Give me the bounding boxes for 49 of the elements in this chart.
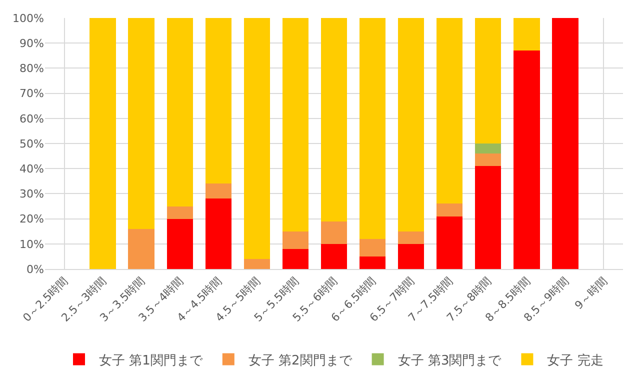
bar: [320, 18, 348, 222]
legend-label: 女子 完走: [547, 352, 604, 368]
bar: [282, 231, 309, 249]
y-tick-label: 90%: [20, 36, 44, 50]
bar: [552, 18, 578, 269]
bar: [398, 18, 424, 232]
bar: [320, 221, 348, 244]
legend-label: 女子 第3関門まで: [398, 353, 502, 368]
y-tick-label: 0%: [26, 262, 44, 276]
bar: [475, 154, 502, 166]
bar: [166, 218, 193, 269]
bar: [244, 258, 270, 269]
y-tick-label: 80%: [20, 62, 44, 76]
x-tick-label: 9～時間: [572, 274, 610, 312]
y-tick-label: 40%: [20, 162, 44, 176]
y-tick-label: 20%: [20, 212, 44, 226]
bar: [320, 244, 348, 269]
bar: [514, 50, 540, 269]
bar: [475, 18, 502, 144]
bar: [436, 18, 463, 204]
bar: [90, 18, 116, 269]
bar: [128, 228, 154, 269]
bar: [359, 256, 386, 269]
legend-label: 女子 第2関門まで: [248, 353, 353, 368]
bar: [282, 18, 309, 232]
bar: [475, 144, 502, 154]
y-tick-label: 30%: [20, 188, 44, 201]
y-tick-label: 70%: [20, 87, 44, 100]
bar: [436, 204, 463, 216]
bar: [166, 206, 193, 219]
bar: [205, 198, 232, 269]
bar: [398, 231, 424, 244]
bar: [205, 184, 232, 199]
bar: [166, 18, 193, 206]
y-tick-label: 60%: [20, 112, 44, 126]
bar: [205, 18, 232, 184]
bar: [398, 244, 424, 269]
bar: [359, 18, 386, 239]
bar: [282, 248, 309, 269]
bar: [359, 238, 386, 256]
bar: [436, 216, 463, 269]
bar: [244, 18, 270, 259]
y-tick-label: 50%: [20, 137, 44, 150]
y-tick-label: 10%: [20, 238, 44, 251]
bar: [128, 18, 154, 229]
bar: [475, 166, 502, 269]
y-tick-label: 100%: [12, 12, 44, 25]
legend-label: 女子 第1関門まで: [99, 353, 204, 368]
bar: [514, 18, 540, 51]
